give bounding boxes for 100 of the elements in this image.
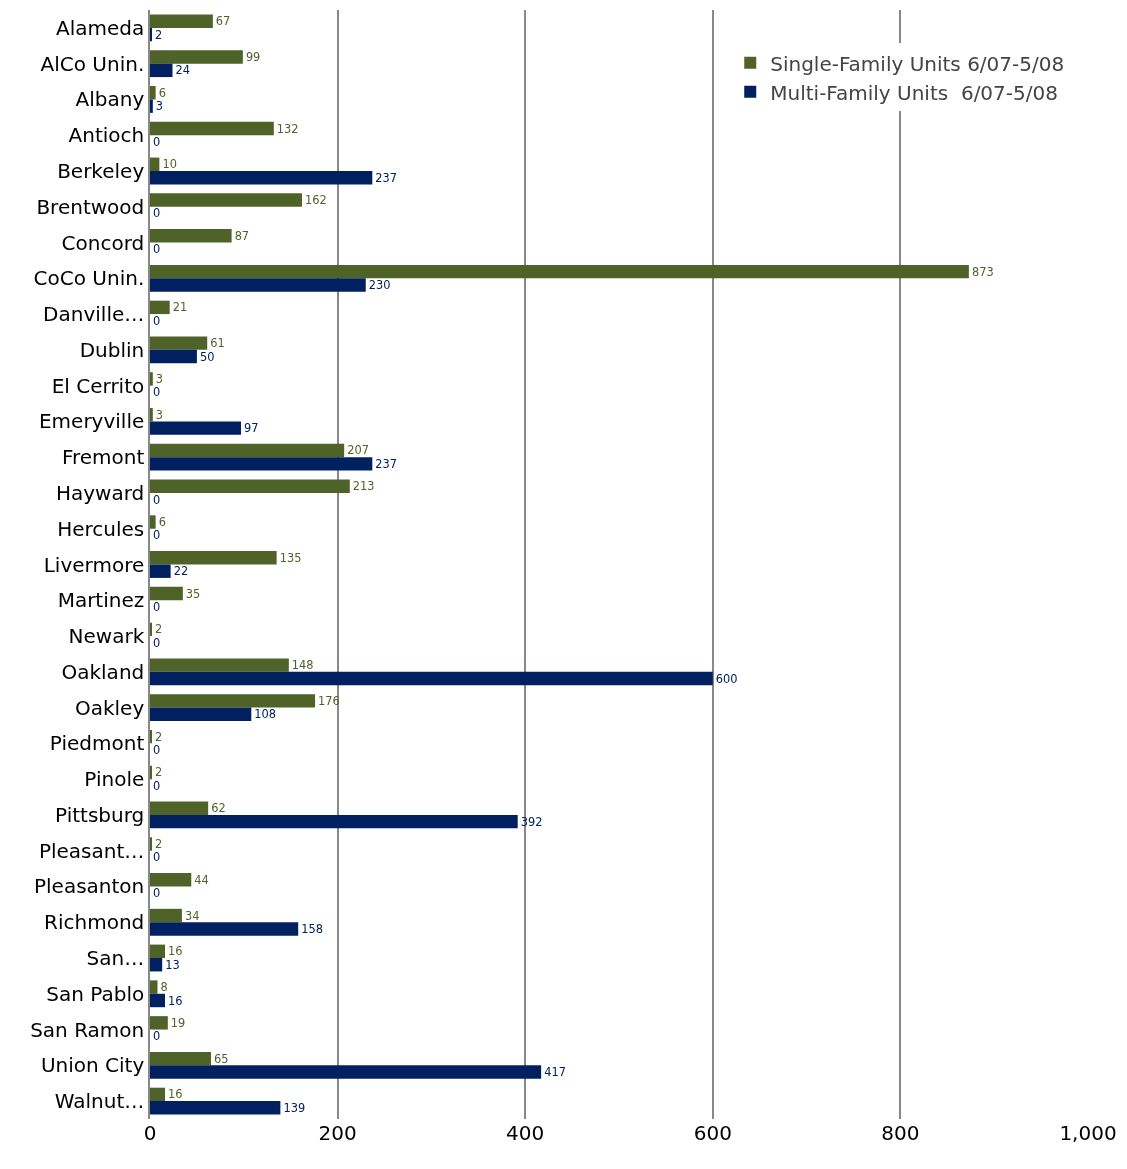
- bar: [150, 300, 170, 315]
- bar: [150, 157, 160, 171]
- x-tick-label: 0: [143, 1121, 157, 1145]
- data-label: 67: [215, 14, 231, 29]
- data-label: 873: [971, 264, 994, 279]
- y-tick-label: Walnut…: [54, 1089, 145, 1114]
- y-tick-label: Alameda: [56, 15, 145, 40]
- y-tick-label: Hayward: [55, 480, 145, 505]
- y-tick-label: Union City: [40, 1053, 145, 1078]
- data-label: 139: [283, 1100, 306, 1115]
- y-tick-label: Concord: [61, 230, 145, 255]
- y-tick-label: Fremont: [61, 445, 145, 470]
- bar: [150, 229, 232, 243]
- data-label: 61: [210, 336, 225, 351]
- bar: [150, 1016, 168, 1030]
- x-tick-label: 200: [318, 1121, 357, 1145]
- data-label: 16: [168, 944, 183, 959]
- y-tick-label: Antioch: [68, 123, 145, 148]
- y-tick-label: San Ramon: [30, 1017, 145, 1042]
- data-label: 230: [368, 278, 391, 293]
- legend-label: Single-Family Units 6/07-5/08: [770, 51, 1065, 76]
- bar: [150, 86, 156, 100]
- data-label: 237: [375, 170, 398, 185]
- data-label: 0: [153, 886, 161, 901]
- y-tick-label: Emeryville: [38, 409, 145, 434]
- data-label: 97: [244, 421, 259, 436]
- data-label: 0: [153, 600, 161, 615]
- data-label: 392: [520, 814, 543, 829]
- bar: [150, 551, 277, 565]
- data-label: 108: [254, 707, 277, 722]
- legend-label: Multi-Family Units 6/07-5/08: [770, 80, 1058, 105]
- bar: [150, 479, 350, 493]
- data-label: 3: [155, 99, 164, 114]
- data-label: 44: [194, 872, 209, 887]
- data-label: 10: [162, 157, 177, 172]
- y-tick-label: Pinole: [84, 767, 145, 792]
- bar: [150, 336, 208, 350]
- data-label: 3: [155, 407, 164, 422]
- data-label: 87: [234, 228, 250, 243]
- y-tick-label: Piedmont: [49, 731, 145, 756]
- bar: [150, 50, 243, 64]
- data-label: 0: [153, 528, 161, 543]
- y-tick-label: San Pablo: [46, 981, 145, 1006]
- bar: [150, 63, 173, 78]
- bar: [150, 873, 192, 887]
- data-label: 237: [375, 456, 398, 471]
- bar: [150, 99, 153, 113]
- data-label: 0: [153, 1029, 161, 1044]
- bar: [150, 443, 345, 458]
- y-tick-label: Pleasanton: [33, 874, 145, 899]
- bar: [150, 908, 182, 923]
- y-tick-label: Brentwood: [36, 194, 145, 219]
- bar: [150, 264, 969, 279]
- data-label: 24: [175, 63, 191, 78]
- bar: [150, 121, 274, 136]
- bar: [150, 993, 166, 1008]
- x-tick-label: 800: [881, 1121, 920, 1145]
- data-label: 13: [165, 957, 180, 972]
- data-label: 3: [155, 371, 164, 386]
- bar: [150, 349, 197, 364]
- data-label: 0: [153, 313, 161, 328]
- data-label: 6: [158, 515, 166, 530]
- data-label: 2: [155, 729, 163, 744]
- data-label: 8: [160, 980, 168, 995]
- y-tick-label: El Cerrito: [51, 373, 145, 398]
- bar: [150, 564, 171, 578]
- bar: [150, 671, 713, 686]
- data-label: 0: [153, 134, 161, 149]
- bar: [150, 1051, 211, 1066]
- y-tick-label: AlCo Unin.: [40, 51, 145, 76]
- data-label: 99: [245, 49, 261, 64]
- bar: [150, 658, 289, 672]
- data-label: 0: [153, 743, 161, 758]
- bar: [150, 944, 166, 959]
- bar: [150, 372, 153, 386]
- data-label: 600: [715, 671, 738, 686]
- bar: [150, 407, 153, 422]
- data-label: 22: [173, 564, 189, 579]
- y-tick-label: Livermore: [43, 552, 145, 577]
- y-tick-label: Pleasant…: [38, 838, 145, 863]
- bar: [150, 278, 366, 292]
- data-label: 0: [153, 850, 161, 865]
- y-tick-label: Pittsburg: [55, 802, 145, 827]
- data-label: 34: [184, 908, 200, 923]
- bar: [150, 515, 156, 529]
- x-tick-label: 1,000: [1059, 1121, 1117, 1145]
- bar: [150, 1087, 166, 1102]
- y-tick-label: Richmond: [44, 910, 145, 935]
- y-tick-label: CoCo Unin.: [33, 266, 145, 291]
- bar: [150, 707, 252, 722]
- bar: [150, 1065, 542, 1079]
- data-label: 0: [153, 242, 161, 257]
- y-tick-label: Newark: [68, 624, 145, 649]
- data-label: 148: [291, 658, 314, 673]
- bar: [150, 814, 518, 829]
- y-tick-label: Berkeley: [57, 158, 145, 183]
- data-label: 16: [168, 993, 183, 1008]
- bar: [150, 958, 163, 972]
- y-tick-label: Oakley: [74, 695, 145, 720]
- y-tick-label: Albany: [75, 87, 145, 112]
